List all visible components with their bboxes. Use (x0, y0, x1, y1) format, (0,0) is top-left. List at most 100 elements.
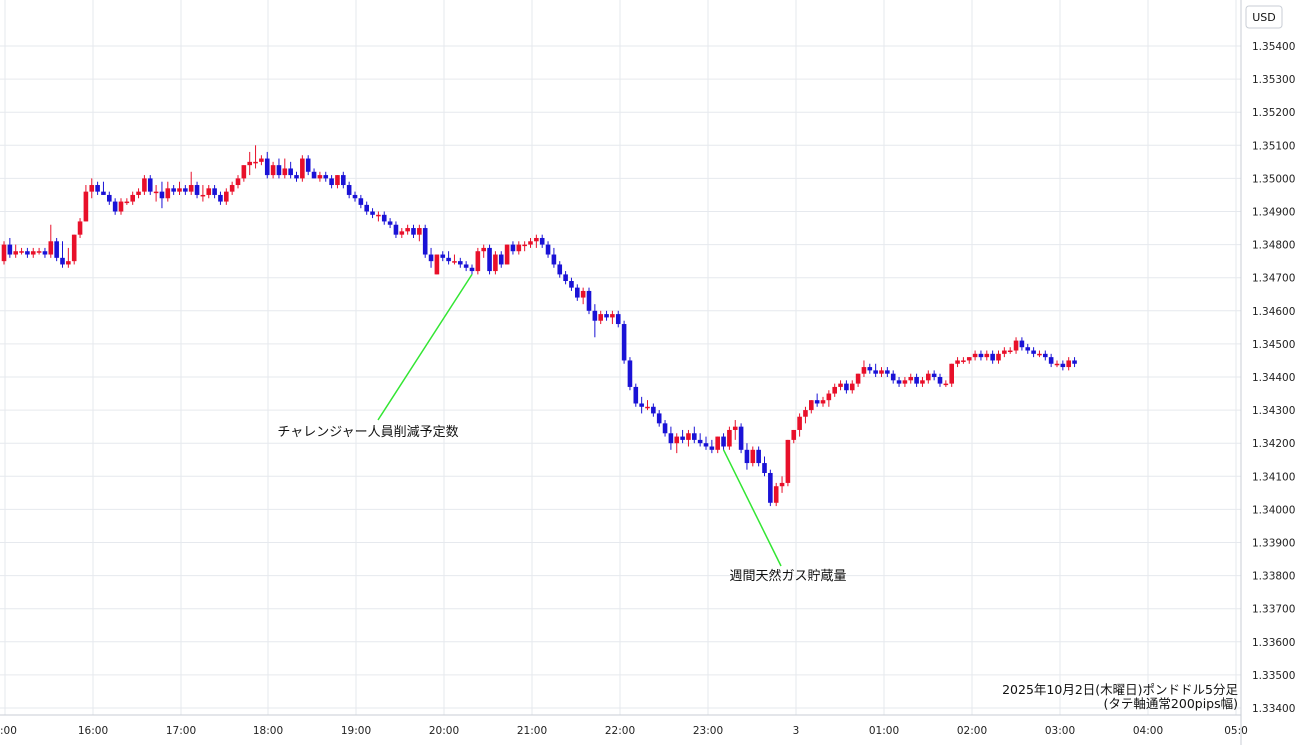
candle (305, 155, 311, 176)
currency-button[interactable] (1245, 5, 1283, 29)
candle (259, 155, 264, 166)
candle-body (147, 178, 153, 192)
candle (323, 171, 329, 182)
candle-body (639, 403, 644, 407)
candle (768, 469, 773, 507)
candle (452, 254, 457, 265)
price-tick-label: 1.33800 (1252, 571, 1295, 583)
candle-body (13, 251, 18, 255)
candle-body (955, 360, 960, 364)
candle (294, 171, 299, 182)
candle-body (791, 429, 797, 440)
candle-body (873, 370, 878, 374)
candle (990, 350, 995, 364)
candle (83, 185, 89, 222)
candle (7, 237, 13, 258)
candle-body (890, 373, 896, 381)
candle-body (335, 175, 340, 186)
candle-body (387, 221, 393, 225)
candle-body (551, 254, 557, 265)
price-tick-label: 1.35000 (1252, 173, 1295, 185)
candle-body (247, 161, 252, 166)
candle-body (516, 244, 522, 252)
candle (118, 198, 124, 215)
candle-body (838, 383, 843, 387)
candle-body (317, 175, 323, 179)
candle-body (112, 201, 118, 212)
candle-body (1002, 350, 1007, 354)
price-tick-label: 1.34600 (1252, 306, 1295, 318)
candle (504, 244, 510, 265)
candle (335, 175, 340, 189)
candle (341, 171, 346, 189)
candle-body (703, 443, 709, 447)
time-tick-label: 04:00 (1133, 725, 1163, 737)
candle-body (738, 426, 744, 450)
candle-body (621, 324, 627, 361)
candle (270, 161, 276, 179)
candle (1031, 347, 1036, 358)
price-tick-label: 1.33500 (1252, 670, 1295, 682)
candle-body (463, 264, 469, 268)
price-tick-label: 1.34100 (1252, 471, 1295, 483)
candle-body (814, 400, 820, 404)
time-tick-label: 18:00 (253, 725, 283, 737)
candle (317, 171, 323, 182)
candle-body (101, 191, 106, 195)
candle-body (610, 314, 615, 318)
candle-body (229, 185, 235, 192)
candle-body (183, 188, 188, 192)
candle (358, 194, 364, 209)
candle-body (926, 373, 931, 381)
candle (19, 247, 24, 255)
candle (873, 363, 878, 377)
candle-body (528, 241, 533, 245)
candle-body (434, 254, 440, 275)
candle (387, 218, 393, 229)
candle (545, 241, 551, 258)
candle (844, 380, 849, 394)
candle (370, 208, 375, 219)
candle-body (329, 178, 334, 186)
candle-body (615, 314, 621, 325)
candle (692, 426, 697, 444)
time-tick-label: 17:00 (166, 725, 196, 737)
candle (1002, 347, 1007, 358)
time-tick-label: 21:00 (517, 725, 547, 737)
candle-body (902, 380, 908, 384)
price-tick-label: 1.33900 (1252, 538, 1295, 550)
candle-body (1043, 353, 1048, 358)
candle (610, 310, 615, 325)
candle-body (879, 370, 884, 374)
candle (381, 211, 387, 225)
candle (551, 247, 557, 268)
price-tick-label: 1.34300 (1252, 405, 1295, 417)
candle (171, 185, 176, 195)
candle-body (627, 360, 633, 387)
candle-body (779, 482, 785, 487)
candle (1066, 357, 1071, 371)
candle (539, 234, 545, 248)
candle-body (341, 175, 346, 186)
candle (1013, 337, 1019, 354)
candle-body (686, 433, 691, 440)
candle-body (171, 188, 176, 192)
candle (680, 429, 685, 444)
gridlines (0, 0, 1241, 715)
candle-body (978, 353, 984, 358)
time-tick-label: 16:00 (78, 725, 108, 737)
candle (1043, 350, 1048, 361)
candle-body (498, 254, 504, 265)
candle-body (136, 191, 141, 195)
candle-body (399, 231, 405, 235)
candle (42, 247, 48, 258)
annotation-line (722, 449, 782, 567)
candle (809, 400, 814, 414)
candle (112, 198, 118, 215)
candle (142, 175, 147, 195)
candle (674, 433, 680, 454)
candle-body (563, 274, 568, 282)
candle-body (393, 224, 399, 235)
candle-body (750, 449, 756, 464)
